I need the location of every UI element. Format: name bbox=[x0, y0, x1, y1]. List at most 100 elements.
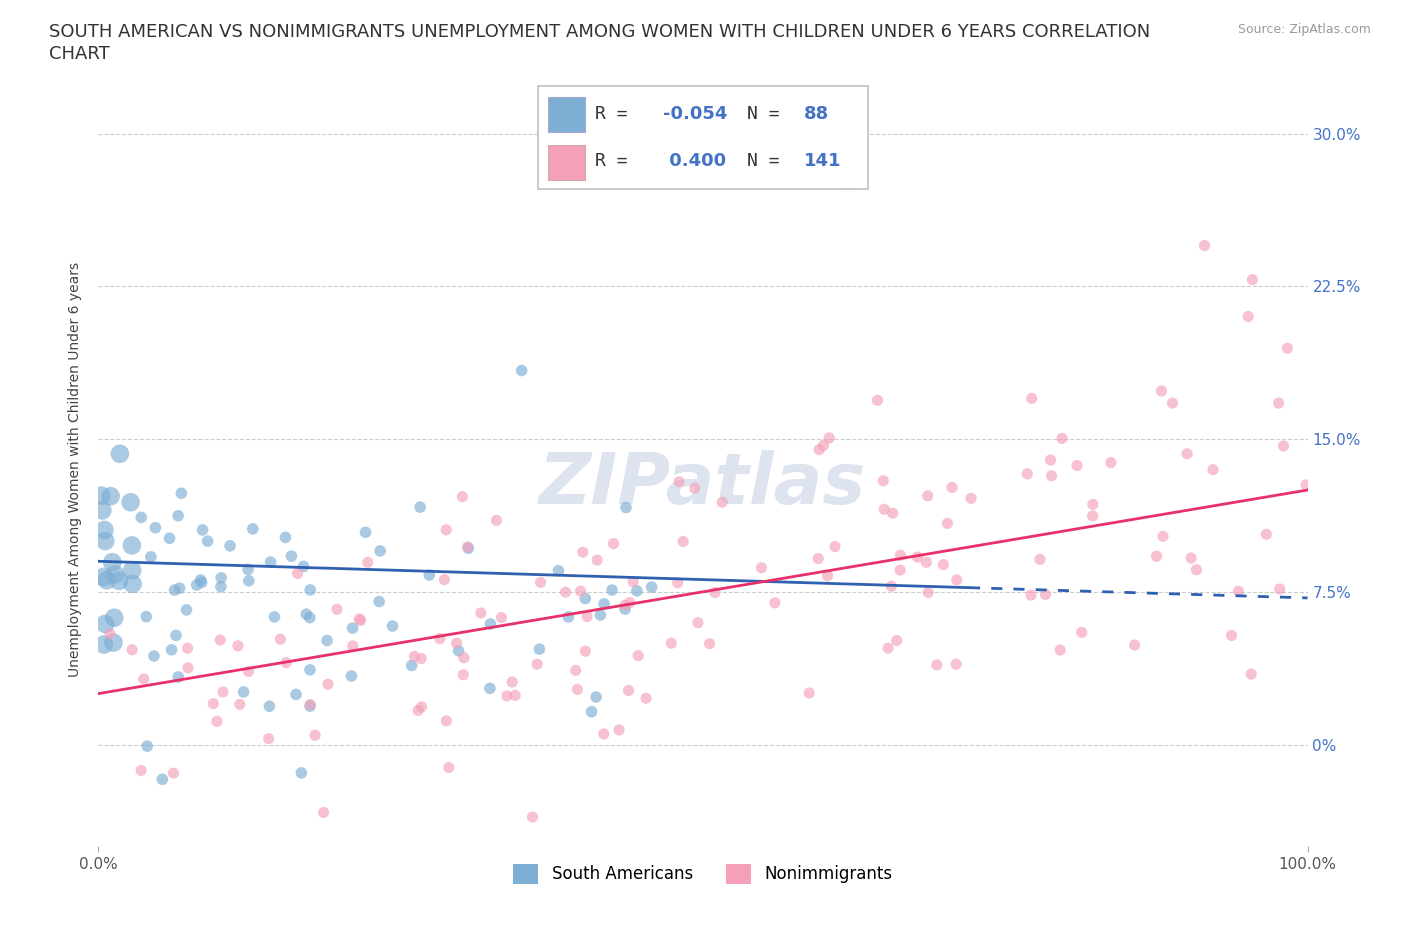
Point bbox=[209, 579, 232, 594]
Point bbox=[349, 612, 371, 627]
Point bbox=[479, 617, 502, 631]
Point bbox=[209, 632, 232, 647]
Point bbox=[434, 713, 457, 728]
Point bbox=[418, 567, 440, 582]
Point bbox=[668, 474, 690, 489]
Text: 141: 141 bbox=[804, 152, 842, 169]
Point bbox=[529, 642, 551, 657]
Point bbox=[621, 575, 644, 590]
Point bbox=[259, 698, 281, 713]
Point bbox=[316, 677, 339, 692]
Point bbox=[640, 579, 662, 594]
Point bbox=[242, 522, 264, 537]
Point bbox=[312, 805, 335, 820]
Point bbox=[150, 772, 173, 787]
Text: Source: ZipAtlas.com: Source: ZipAtlas.com bbox=[1237, 23, 1371, 36]
Point bbox=[567, 682, 589, 697]
Point bbox=[886, 633, 908, 648]
Point bbox=[401, 658, 423, 673]
Point bbox=[1161, 395, 1184, 410]
Point bbox=[614, 598, 637, 613]
Point bbox=[135, 609, 157, 624]
Point bbox=[406, 703, 429, 718]
Point bbox=[304, 728, 326, 743]
Point bbox=[100, 489, 122, 504]
Point bbox=[169, 580, 191, 595]
Point bbox=[404, 649, 426, 664]
Point bbox=[103, 610, 125, 625]
Point bbox=[817, 568, 839, 583]
Point bbox=[238, 664, 260, 679]
Point bbox=[93, 569, 115, 584]
Point bbox=[1202, 462, 1225, 477]
Point bbox=[108, 574, 131, 589]
Point bbox=[129, 510, 152, 525]
Point bbox=[342, 639, 364, 654]
Point bbox=[197, 534, 219, 549]
Point bbox=[190, 575, 212, 590]
Point bbox=[101, 555, 124, 570]
Point bbox=[236, 562, 259, 577]
Point bbox=[121, 577, 143, 591]
Text: -0.054: -0.054 bbox=[662, 105, 727, 123]
Point bbox=[259, 554, 281, 569]
Point bbox=[614, 602, 637, 617]
Point bbox=[1035, 587, 1057, 602]
Point bbox=[453, 650, 475, 665]
Point bbox=[368, 594, 391, 609]
Point bbox=[1272, 439, 1295, 454]
Point bbox=[824, 539, 846, 554]
Point bbox=[411, 651, 433, 666]
Point bbox=[1175, 446, 1198, 461]
Point bbox=[434, 523, 457, 538]
Point bbox=[409, 499, 432, 514]
Point bbox=[437, 760, 460, 775]
Point bbox=[1241, 272, 1264, 287]
Point bbox=[925, 658, 948, 672]
Point bbox=[1152, 529, 1174, 544]
Point bbox=[751, 561, 773, 576]
Point bbox=[932, 557, 955, 572]
Point bbox=[889, 548, 911, 563]
Point bbox=[447, 644, 470, 658]
Point bbox=[600, 583, 623, 598]
Point bbox=[457, 539, 479, 554]
Point bbox=[873, 502, 896, 517]
Point bbox=[915, 555, 938, 570]
Point bbox=[585, 690, 607, 705]
Point bbox=[501, 674, 523, 689]
Text: N =: N = bbox=[747, 105, 790, 123]
Point bbox=[354, 525, 377, 539]
Point bbox=[619, 595, 641, 610]
Point bbox=[470, 605, 492, 620]
Point bbox=[1019, 588, 1042, 603]
Point bbox=[866, 392, 889, 407]
Point bbox=[510, 363, 533, 378]
Point bbox=[683, 481, 706, 496]
Point bbox=[1185, 563, 1208, 578]
Point bbox=[626, 583, 648, 598]
Point bbox=[96, 573, 118, 588]
Point bbox=[1194, 238, 1216, 253]
Point bbox=[593, 596, 616, 611]
Point bbox=[170, 485, 193, 500]
Point bbox=[581, 704, 603, 719]
Point bbox=[877, 641, 900, 656]
Point bbox=[576, 609, 599, 624]
Point bbox=[936, 516, 959, 531]
Point bbox=[129, 764, 152, 778]
Text: R =: R = bbox=[595, 105, 638, 123]
Point bbox=[1029, 552, 1052, 567]
Point bbox=[290, 765, 312, 780]
Point bbox=[177, 660, 200, 675]
Point bbox=[94, 617, 117, 631]
Point bbox=[574, 644, 596, 658]
Point bbox=[132, 671, 155, 686]
Point bbox=[1146, 549, 1168, 564]
Point bbox=[91, 503, 114, 518]
FancyBboxPatch shape bbox=[548, 97, 585, 132]
Point bbox=[686, 616, 709, 631]
Point bbox=[143, 648, 166, 663]
Point bbox=[945, 572, 967, 587]
Point bbox=[1049, 643, 1071, 658]
